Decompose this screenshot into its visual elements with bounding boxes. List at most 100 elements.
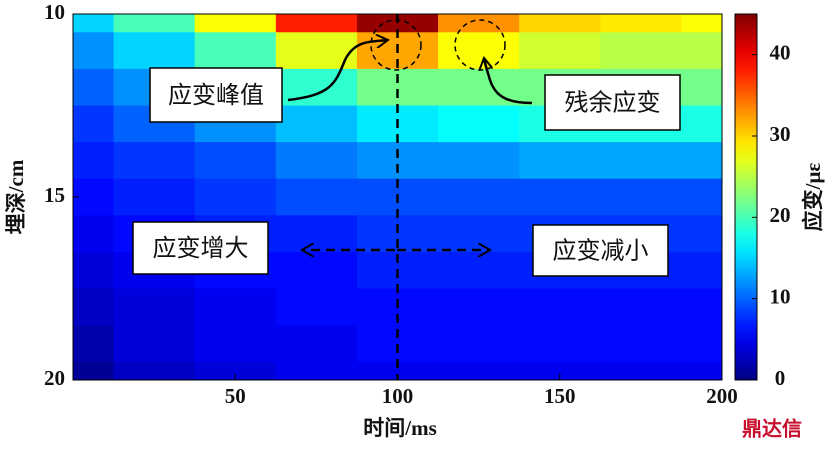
heat-cell [681,105,722,143]
x-tick-label: 200 [706,384,738,408]
heat-cell [73,14,115,33]
heat-cell [113,178,196,216]
y-tick-label: 15 [44,183,65,207]
x-tick-label: 150 [544,384,576,408]
heat-cell [438,14,520,33]
heat-cell [194,361,277,380]
heat-cell [275,178,358,216]
heat-cell [600,142,682,180]
annotation-text: 应变减小 [553,237,649,265]
heat-cell [194,32,277,70]
heat-cell [275,32,358,70]
heat-cell [73,178,115,216]
heat-cell [194,142,277,180]
heat-cell [73,142,115,180]
heat-cell [600,14,682,33]
heat-cell [438,178,520,216]
heat-cell [681,361,722,380]
heat-cell [194,178,277,216]
annotation-text: 残余应变 [565,89,661,117]
heat-cell [113,325,196,363]
heat-cell [275,288,358,326]
annotation-text: 应变峰值 [168,81,264,109]
heat-cell [194,288,277,326]
heat-cell [600,325,682,363]
annotation-box [149,67,283,123]
heat-cell [681,215,722,253]
heat-cell [73,68,115,106]
arrow [287,40,388,102]
colorbar [734,13,758,381]
heat-cell [275,361,358,380]
colorbar-label: 应变/με [801,163,825,232]
heat-cell [113,361,196,380]
heat-cell [681,288,722,326]
heat-cell [519,361,601,380]
heat-cell [519,325,601,363]
heat-cell [600,32,682,70]
heat-cell [519,178,601,216]
heat-cell [275,105,358,143]
y-label: 埋深/cm [4,159,28,234]
heat-cell [113,288,196,326]
colorbar-tick-label: 10 [770,284,791,308]
annotation-text: 应变增大 [153,234,249,262]
x-label: 时间/ms [363,416,437,440]
heat-cell [681,32,722,70]
y-tick-label: 10 [44,0,65,24]
heat-cell [600,288,682,326]
heat-cell [519,142,601,180]
colorbar-tick-label: 20 [770,203,791,227]
annotation-box [132,221,269,275]
heat-cell [438,215,520,253]
colorbar-tick-label: 30 [770,122,791,146]
heat-cell [438,32,520,70]
annotation-box [544,74,681,131]
heat-cell [275,251,358,289]
heat-cell [438,288,520,326]
heat-cell [356,142,439,180]
heat-cell [113,32,196,70]
heat-cell [113,14,196,33]
heat-cell [438,361,520,380]
heat-cell [73,325,115,363]
heat-cell [275,215,358,253]
peak-circle [370,19,422,71]
heat-cell [438,325,520,363]
arrow [484,58,533,105]
heat-cell [194,14,277,33]
heat-cell [600,178,682,216]
heat-cell [519,288,601,326]
heat-cell [519,32,601,70]
heat-cell [438,251,520,289]
heat-cell [275,142,358,180]
heat-cell [356,14,439,33]
heat-cell [681,68,722,106]
heat-cell [356,361,439,380]
watermark: 鼎达信 [742,417,802,441]
annotation-box [532,224,669,277]
heat-cell [73,251,115,289]
heat-cell [681,178,722,216]
heat-cell [438,142,520,180]
heat-cell [519,14,601,33]
x-tick-label: 100 [382,384,414,408]
heat-cell [438,105,520,143]
heat-cell [113,142,196,180]
y-tick-label: 20 [44,366,65,390]
heat-cell [681,142,722,180]
colorbar-tick-label: 40 [770,40,791,64]
heat-cell [275,325,358,363]
heat-cell [681,325,722,363]
heat-cell [73,215,115,253]
x-tick-label: 50 [225,384,246,408]
heat-cell [600,361,682,380]
heat-cell [73,288,115,326]
heat-cell [681,251,722,289]
heat-cell [73,32,115,70]
heat-cell [73,361,115,380]
heat-cell [194,325,277,363]
heat-cell [73,105,115,143]
